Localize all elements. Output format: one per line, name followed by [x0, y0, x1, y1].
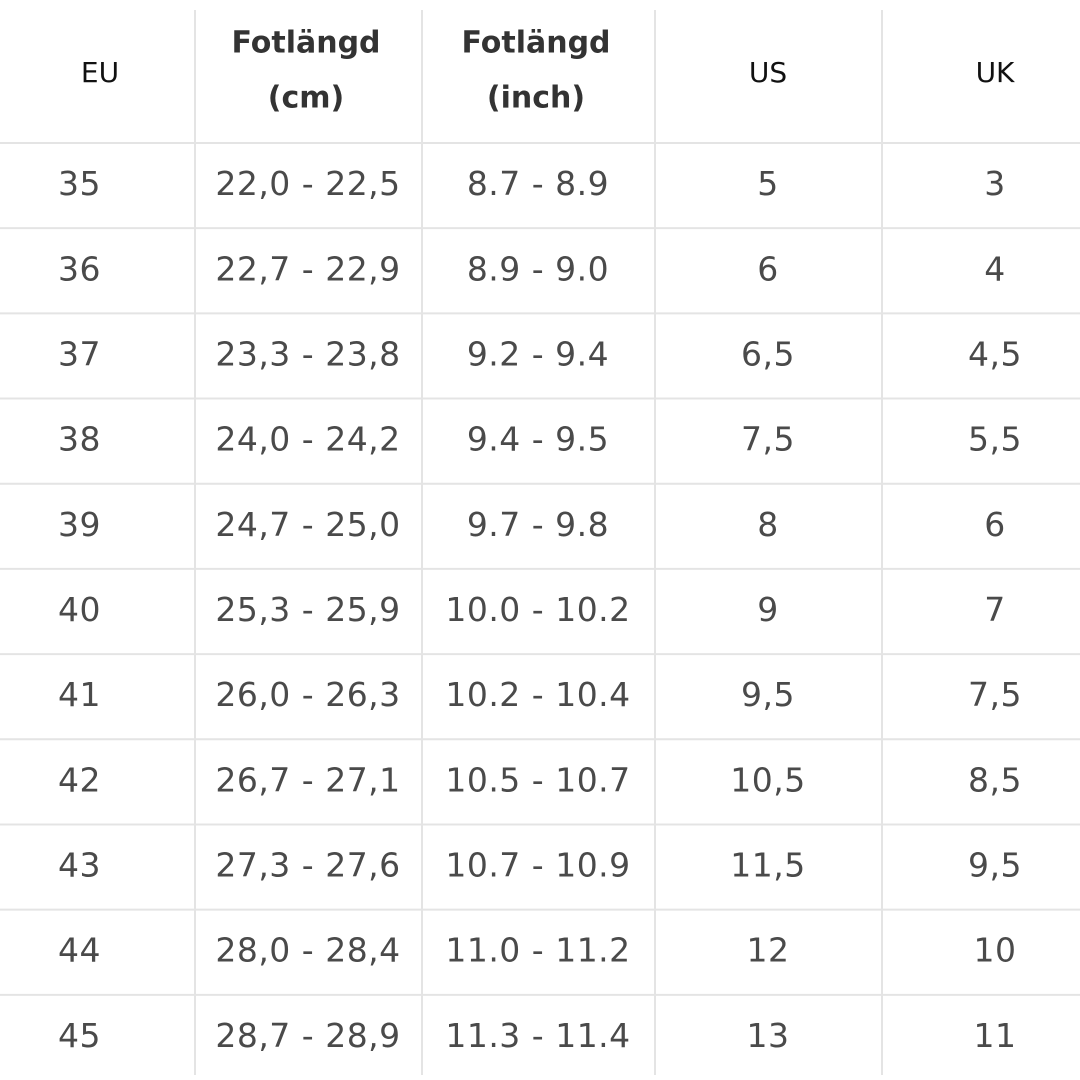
table-cell: 4: [984, 249, 1006, 288]
table-cell: 35: [58, 164, 101, 203]
table-cell: 28,7 - 28,9: [215, 1016, 400, 1055]
table-cell: 44: [58, 931, 101, 970]
table-cell: 43: [58, 846, 101, 885]
table-cell: 13: [747, 1016, 790, 1055]
table-cell: 38: [58, 420, 101, 459]
table-cell: 24,0 - 24,2: [215, 420, 400, 459]
table-cell: 9.4 - 9.5: [467, 420, 609, 459]
table-cell: 8: [757, 505, 779, 544]
header-cell: Fotlängd: [461, 26, 610, 61]
table-cell: 10.5 - 10.7: [445, 760, 630, 799]
table-cell: 9.7 - 9.8: [467, 505, 609, 544]
table-cell: 9.2 - 9.4: [467, 334, 609, 373]
table-cell: 10.7 - 10.9: [445, 846, 630, 885]
header-cell: US: [749, 56, 787, 89]
table-cell: 7,5: [741, 420, 795, 459]
header-cell: EU: [81, 56, 119, 89]
table-cell: 10.0 - 10.2: [445, 590, 630, 629]
table-cell: 12: [747, 931, 790, 970]
table-cell: 6: [984, 505, 1006, 544]
table-cell: 39: [58, 505, 101, 544]
table-cell: 26,7 - 27,1: [215, 760, 400, 799]
table-cell: 4,5: [968, 334, 1022, 373]
table-cell: 9,5: [968, 846, 1022, 885]
header-cell: UK: [976, 56, 1015, 89]
header-cell: Fotlängd: [231, 26, 380, 61]
table-cell: 23,3 - 23,8: [215, 334, 400, 373]
table-cell: 10: [974, 931, 1017, 970]
table-cell: 11.3 - 11.4: [445, 1016, 630, 1055]
table-cell: 40: [58, 590, 101, 629]
table-cell: 22,7 - 22,9: [215, 249, 400, 288]
header-cell: (inch): [487, 81, 585, 116]
table-cell: 37: [58, 334, 101, 373]
table-cell: 6,5: [741, 334, 795, 373]
table-cell: 8.9 - 9.0: [467, 249, 609, 288]
table-cell: 8,5: [968, 760, 1022, 799]
table-cell: 8.7 - 8.9: [467, 164, 609, 203]
table-cell: 7: [984, 590, 1006, 629]
table-cell: 27,3 - 27,6: [215, 846, 400, 885]
table-cell: 25,3 - 25,9: [215, 590, 400, 629]
table-cell: 7,5: [968, 675, 1022, 714]
table-cell: 36: [58, 249, 101, 288]
table-cell: 11: [974, 1016, 1017, 1055]
table-cell: 10.2 - 10.4: [445, 675, 630, 714]
table-cell: 10,5: [730, 760, 805, 799]
header-cell: (cm): [268, 81, 344, 116]
table-cell: 9,5: [741, 675, 795, 714]
table-cell: 22,0 - 22,5: [215, 164, 400, 203]
table-cell: 11.0 - 11.2: [445, 931, 630, 970]
table-cell: 24,7 - 25,0: [215, 505, 400, 544]
table-cell: 5: [757, 164, 779, 203]
table-cell: 11,5: [730, 846, 805, 885]
table-cell: 28,0 - 28,4: [215, 931, 400, 970]
table-cell: 5,5: [968, 420, 1022, 459]
table-cell: 9: [757, 590, 779, 629]
table-cell: 3: [984, 164, 1006, 203]
table-cell: 42: [58, 760, 101, 799]
table-cell: 6: [757, 249, 779, 288]
table-cell: 45: [58, 1016, 101, 1055]
table-cell: 41: [58, 675, 101, 714]
table-cell: 26,0 - 26,3: [215, 675, 400, 714]
